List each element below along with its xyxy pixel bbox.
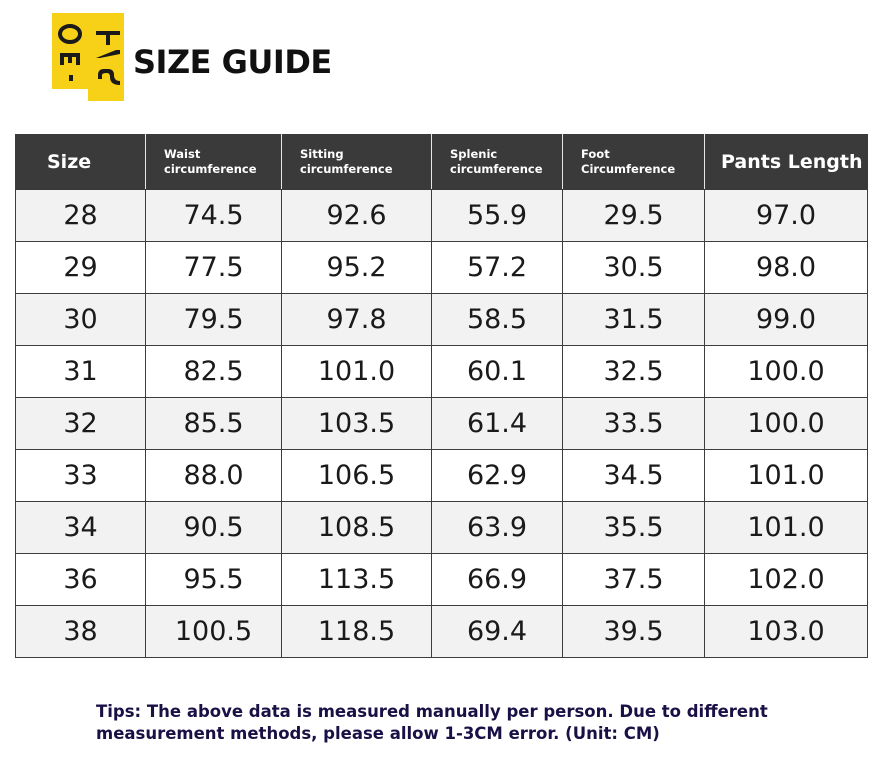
table-cell: 82.5 bbox=[145, 345, 282, 398]
table-cell: 62.9 bbox=[431, 449, 563, 502]
table-cell: 101.0 bbox=[704, 449, 868, 502]
table-cell: 63.9 bbox=[431, 501, 563, 554]
table-cell: 29 bbox=[15, 241, 146, 294]
column-header-pants-length: Pants Length bbox=[704, 134, 868, 190]
table-row: 33 88.0 106.5 62.9 34.5 101.0 bbox=[15, 449, 868, 502]
table-cell: 113.5 bbox=[281, 553, 432, 606]
column-header-foot: Foot Circumference bbox=[562, 134, 705, 190]
table-cell: 101.0 bbox=[281, 345, 432, 398]
table-cell: 69.4 bbox=[431, 605, 563, 658]
tips-line: measurement methods, please allow 1-3CM … bbox=[96, 724, 660, 743]
table-cell: 85.5 bbox=[145, 397, 282, 450]
table-cell: 38 bbox=[15, 605, 146, 658]
column-header-line: Splenic bbox=[450, 147, 498, 161]
column-header-line: circumference bbox=[300, 162, 393, 176]
table-cell: 33.5 bbox=[562, 397, 705, 450]
table-cell: 36 bbox=[15, 553, 146, 606]
table-cell: 77.5 bbox=[145, 241, 282, 294]
table-cell: 100.0 bbox=[704, 397, 868, 450]
brand-logo bbox=[52, 13, 124, 101]
table-row: 38 100.5 118.5 69.4 39.5 103.0 bbox=[15, 605, 868, 658]
table-cell: 30 bbox=[15, 293, 146, 346]
table-cell: 74.5 bbox=[145, 189, 282, 242]
tips-note: Tips: The above data is measured manuall… bbox=[96, 701, 816, 745]
table-cell: 88.0 bbox=[145, 449, 282, 502]
table-cell: 98.0 bbox=[704, 241, 868, 294]
table-cell: 66.9 bbox=[431, 553, 563, 606]
table-cell: 55.9 bbox=[431, 189, 563, 242]
size-chart-table: Size Waist circumference Sitting circumf… bbox=[15, 134, 868, 658]
table-cell: 30.5 bbox=[562, 241, 705, 294]
table-cell: 33 bbox=[15, 449, 146, 502]
table-cell: 108.5 bbox=[281, 501, 432, 554]
tips-line: Tips: The above data is measured manuall… bbox=[96, 702, 768, 721]
table-cell: 103.5 bbox=[281, 397, 432, 450]
table-row: 34 90.5 108.5 63.9 35.5 101.0 bbox=[15, 501, 868, 554]
table-cell: 92.6 bbox=[281, 189, 432, 242]
table-cell: 32.5 bbox=[562, 345, 705, 398]
table-cell: 34.5 bbox=[562, 449, 705, 502]
table-cell: 29.5 bbox=[562, 189, 705, 242]
table-row: 32 85.5 103.5 61.4 33.5 100.0 bbox=[15, 397, 868, 450]
table-cell: 32 bbox=[15, 397, 146, 450]
table-cell: 31 bbox=[15, 345, 146, 398]
table-cell: 106.5 bbox=[281, 449, 432, 502]
table-cell: 100.5 bbox=[145, 605, 282, 658]
column-header-line: Circumference bbox=[581, 162, 676, 176]
column-header-line: Waist bbox=[164, 147, 201, 161]
table-cell: 95.2 bbox=[281, 241, 432, 294]
table-cell: 37.5 bbox=[562, 553, 705, 606]
table-cell: 60.1 bbox=[431, 345, 563, 398]
table-cell: 99.0 bbox=[704, 293, 868, 346]
table-row: 28 74.5 92.6 55.9 29.5 97.0 bbox=[15, 189, 868, 242]
table-cell: 31.5 bbox=[562, 293, 705, 346]
column-header-line: circumference bbox=[450, 162, 543, 176]
column-header-line: circumference bbox=[164, 162, 257, 176]
table-row: 29 77.5 95.2 57.2 30.5 98.0 bbox=[15, 241, 868, 294]
table-cell: 102.0 bbox=[704, 553, 868, 606]
table-cell: 118.5 bbox=[281, 605, 432, 658]
table-cell: 39.5 bbox=[562, 605, 705, 658]
table-header-row: Size Waist circumference Sitting circumf… bbox=[15, 134, 868, 190]
column-header-splenic: Splenic circumference bbox=[431, 134, 563, 190]
table-cell: 57.2 bbox=[431, 241, 563, 294]
table-row: 31 82.5 101.0 60.1 32.5 100.0 bbox=[15, 345, 868, 398]
table-cell: 34 bbox=[15, 501, 146, 554]
table-cell: 100.0 bbox=[704, 345, 868, 398]
column-header-line: Foot bbox=[581, 147, 610, 161]
table-row: 30 79.5 97.8 58.5 31.5 99.0 bbox=[15, 293, 868, 346]
table-cell: 95.5 bbox=[145, 553, 282, 606]
page-title: SIZE GUIDE bbox=[133, 43, 332, 81]
table-cell: 35.5 bbox=[562, 501, 705, 554]
table-cell: 28 bbox=[15, 189, 146, 242]
column-header-sitting: Sitting circumference bbox=[281, 134, 432, 190]
column-header-line: Sitting bbox=[300, 147, 344, 161]
table-cell: 90.5 bbox=[145, 501, 282, 554]
table-cell: 97.8 bbox=[281, 293, 432, 346]
column-header-size: Size bbox=[15, 134, 146, 190]
table-cell: 79.5 bbox=[145, 293, 282, 346]
column-header-waist: Waist circumference bbox=[145, 134, 282, 190]
table-cell: 101.0 bbox=[704, 501, 868, 554]
table-cell: 97.0 bbox=[704, 189, 868, 242]
table-cell: 103.0 bbox=[704, 605, 868, 658]
table-cell: 58.5 bbox=[431, 293, 563, 346]
table-cell: 61.4 bbox=[431, 397, 563, 450]
table-row: 36 95.5 113.5 66.9 37.5 102.0 bbox=[15, 553, 868, 606]
